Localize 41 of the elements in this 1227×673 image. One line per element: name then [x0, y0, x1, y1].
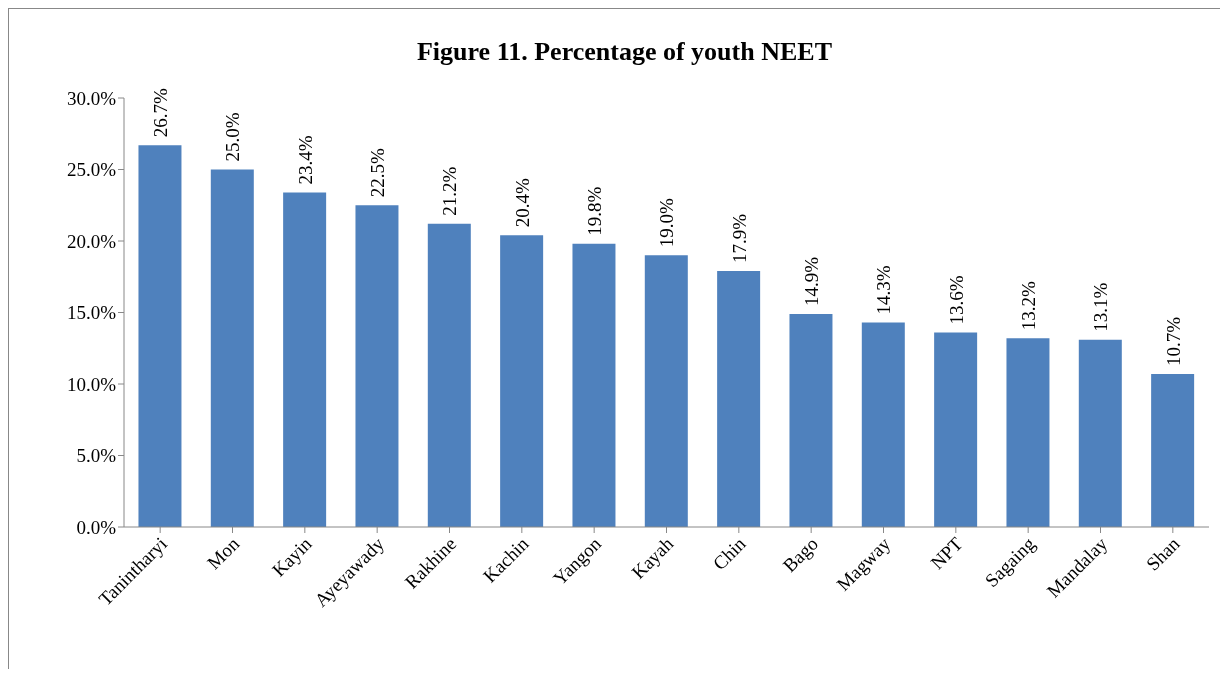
bar	[1006, 338, 1050, 527]
data-label: 22.5%	[366, 148, 388, 198]
y-tick-label: 0.0%	[76, 516, 117, 538]
bar	[717, 271, 761, 527]
y-tick-label: 10.0%	[66, 373, 117, 395]
data-label: 13.2%	[1017, 280, 1039, 331]
data-label: 14.9%	[800, 256, 822, 306]
bar	[138, 145, 182, 527]
bar	[644, 255, 688, 527]
data-label: 10.7%	[1162, 316, 1184, 366]
bar	[355, 205, 399, 527]
data-label: 13.6%	[945, 275, 967, 325]
data-label: 26.7%	[149, 87, 171, 138]
bar	[283, 192, 327, 527]
data-label: 19.8%	[583, 186, 605, 236]
data-label: 23.4%	[294, 135, 316, 185]
y-tick-label: 25.0%	[66, 159, 117, 181]
bar	[1078, 339, 1122, 527]
bar	[1151, 373, 1195, 527]
bar	[861, 322, 905, 527]
data-label: 19.0%	[656, 198, 678, 248]
bar	[572, 243, 616, 527]
bar	[210, 169, 254, 527]
y-tick-label: 30.0%	[66, 87, 117, 109]
data-label: 13.1%	[1090, 282, 1112, 332]
x-tick-label: Shan	[1141, 532, 1185, 575]
x-tick-label: Chin	[708, 532, 751, 574]
chart-title: Figure 11. Percentage of youth NEET	[416, 37, 833, 67]
data-label: 20.4%	[511, 178, 533, 228]
x-tick-label: Mon	[203, 532, 244, 574]
bar	[500, 235, 544, 527]
bar	[934, 332, 978, 527]
data-label: 25.0%	[222, 112, 244, 162]
data-label: 14.3%	[873, 265, 895, 315]
bar	[789, 313, 833, 527]
y-tick-label: 15.0%	[66, 302, 117, 324]
data-label: 21.2%	[439, 166, 461, 216]
y-tick-label: 5.0%	[76, 445, 117, 467]
bar	[427, 223, 471, 527]
data-label: 17.9%	[728, 213, 750, 264]
y-tick-label: 20.0%	[66, 230, 117, 252]
